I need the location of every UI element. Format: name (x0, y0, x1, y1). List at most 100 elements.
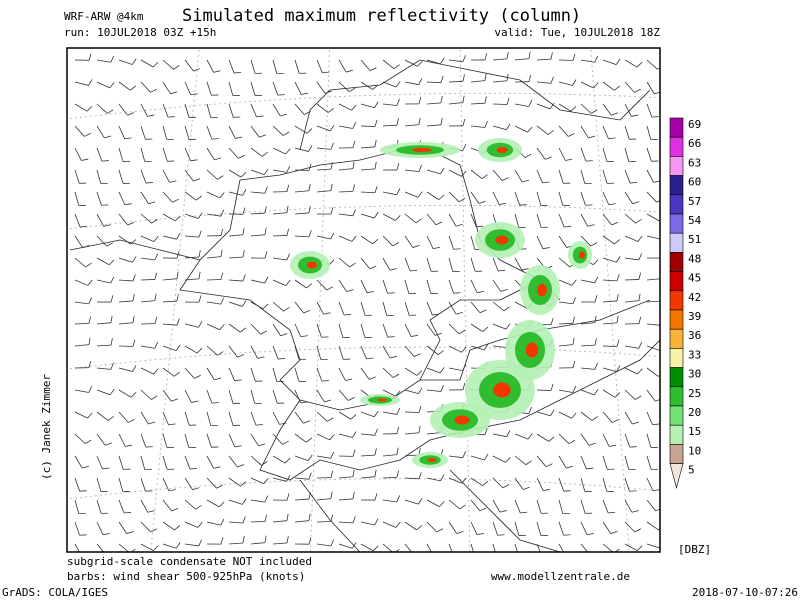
wind-barb (602, 213, 612, 226)
wind-barb (448, 345, 462, 353)
wind-barb (316, 103, 329, 113)
wind-barb (536, 147, 546, 160)
wind-barb (426, 543, 432, 552)
wind-barb-feather (374, 469, 377, 477)
wind-barb-feather (176, 294, 179, 302)
wind-barb-feather (277, 358, 286, 360)
wind-barb-feather (304, 111, 311, 115)
wind-barb (272, 147, 286, 155)
wind-barb-feather (242, 536, 245, 544)
wind-barb (646, 433, 652, 448)
wind-barb-feather (634, 528, 642, 533)
wind-barb (514, 477, 524, 490)
wind-barb-feather (395, 390, 401, 397)
wind-barb-feather (219, 192, 225, 199)
echo-strong (495, 235, 509, 245)
wind-barb-feather (396, 118, 399, 126)
wind-barb (382, 235, 394, 247)
wind-barb-feather (327, 108, 334, 113)
wind-barb-feather (131, 256, 137, 263)
wind-barb (360, 146, 375, 149)
software-label: GrADS: COLA/IGES (2, 586, 108, 599)
wind-barb (162, 389, 172, 402)
border (69, 239, 201, 261)
wind-barb-feather (286, 165, 291, 173)
wind-barb (316, 367, 323, 382)
wind-barb-feather (476, 225, 484, 228)
wind-barb-feather (352, 516, 356, 524)
wind-barb-feather (217, 351, 224, 356)
wind-barb (294, 433, 307, 443)
wind-barb-feather (323, 312, 331, 315)
wind-barb (74, 499, 80, 514)
wind-barb (96, 147, 103, 162)
wind-barb (162, 191, 173, 203)
wind-barb-feather (307, 454, 313, 461)
wind-barb (184, 455, 191, 470)
legend-swatch (669, 309, 684, 330)
wind-barb (624, 367, 638, 375)
wind-barb-feather (88, 360, 92, 368)
wind-barb-feather (352, 492, 355, 500)
legend-label: 25 (688, 387, 701, 400)
wind-barb-feather (637, 235, 643, 242)
wind-barb-feather (330, 470, 334, 478)
wind-barb-feather (303, 420, 311, 424)
wind-barb-feather (242, 207, 246, 215)
wind-barb-feather (462, 74, 465, 82)
latitude-line (67, 204, 660, 230)
wind-barb-feather (434, 332, 442, 336)
wind-barb-feather (506, 123, 511, 130)
wind-barb-feather (564, 225, 572, 228)
wind-barb-feather (418, 405, 422, 413)
wind-barb (602, 59, 617, 66)
wind-barb-feather (279, 422, 287, 425)
wind-barb (602, 455, 608, 470)
wind-barb-feather (286, 205, 289, 213)
wind-barb (184, 81, 192, 95)
wind-barb (338, 498, 353, 501)
wind-barb (228, 301, 243, 307)
wind-barb (360, 81, 374, 90)
wind-barb (74, 521, 80, 536)
wind-barb-feather (655, 508, 660, 512)
echo-strong (537, 283, 547, 297)
wind-barb (448, 257, 454, 272)
wind-barb (624, 81, 635, 93)
wind-barb (360, 103, 375, 109)
legend-label: 33 (688, 348, 701, 361)
echo-strong (454, 415, 470, 425)
wind-barb (272, 81, 279, 96)
wind-barb-feather (498, 269, 506, 272)
wind-barb-feather (549, 102, 555, 110)
wind-barb (646, 169, 654, 183)
legend-swatch (669, 386, 684, 407)
wind-barb-feather (476, 533, 484, 536)
wind-barb-feather (87, 279, 93, 286)
wind-barb (426, 59, 441, 65)
wind-barb (602, 169, 608, 184)
wind-barb-feather (499, 510, 507, 513)
legend-swatch (669, 444, 684, 464)
wind-barb (74, 301, 89, 305)
wind-barb (470, 235, 476, 250)
wind-barb (404, 543, 412, 552)
map-title: Simulated maximum reflectivity (column) (182, 6, 581, 26)
wind-barb (448, 477, 463, 484)
wind-barb (140, 389, 152, 400)
wind-barb-feather (325, 90, 332, 94)
wind-barb (360, 213, 375, 219)
wind-barb-feather (189, 468, 198, 470)
wind-barb (74, 543, 80, 552)
wind-barb-feather (124, 137, 132, 140)
credit: (c) Janek Zimmer (40, 374, 53, 480)
wind-barb-feather (608, 511, 616, 514)
wind-barb (206, 411, 212, 426)
wind-barb (426, 432, 441, 435)
legend-label: 63 (688, 156, 701, 169)
wind-barb-feather (396, 188, 401, 195)
wind-barb (96, 322, 111, 325)
wind-barb-feather (484, 453, 489, 461)
wind-barb-feather (191, 400, 199, 403)
legend-swatch (669, 463, 684, 489)
